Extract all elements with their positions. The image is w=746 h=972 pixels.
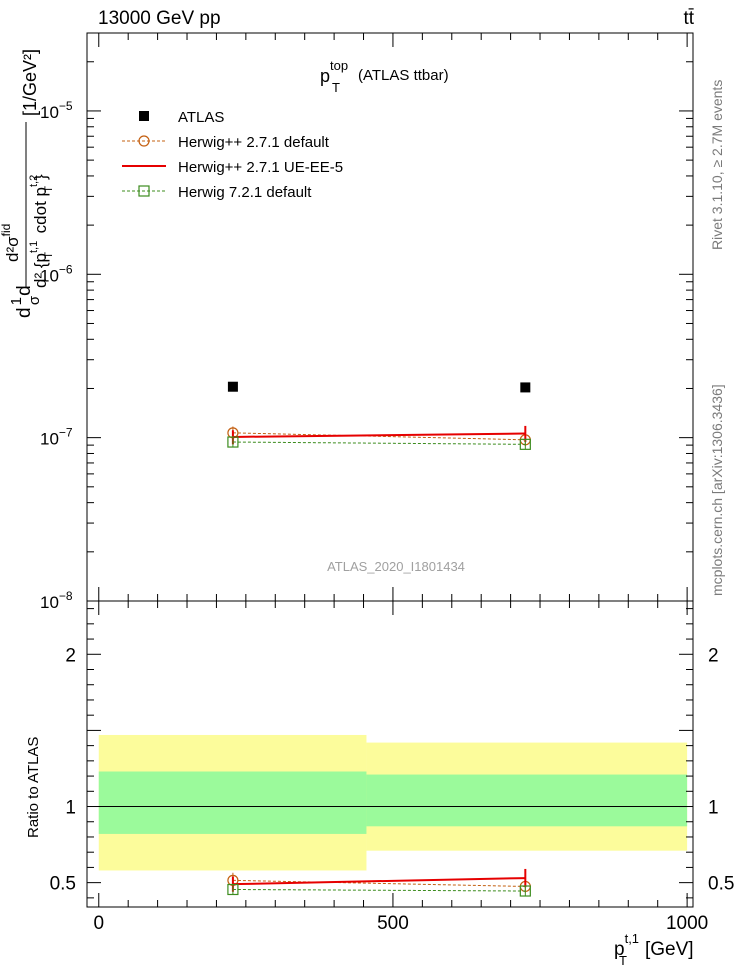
main-ytick-label: 10−5 bbox=[40, 99, 73, 122]
xlabel-sup: t,1 bbox=[625, 931, 639, 946]
ratio-panel: 0.5 0.5 1 1 2 2 0 500 1000 Ratio to ATLAS pt,1 T [… bbox=[25, 600, 734, 968]
ylabel-den-close: } bbox=[31, 174, 50, 180]
xlabel-main: p bbox=[614, 939, 625, 960]
ratio-xtick-label: 1000 bbox=[666, 913, 708, 934]
ylabel-frac1-num: 1 bbox=[8, 297, 25, 305]
main-ytick-base: 10 bbox=[40, 593, 59, 612]
ratio-line-herwig7 bbox=[232, 888, 526, 892]
main-line-herwig7 bbox=[232, 441, 526, 445]
ylabel-den-sub2: T bbox=[43, 186, 55, 193]
main-line-herwigpp_default bbox=[232, 432, 526, 441]
mcplots-label: mcplots.cern.ch [arXiv:1306.3436] bbox=[709, 384, 725, 596]
plot-title-sub: T bbox=[332, 80, 340, 95]
ylabel-d1: d bbox=[14, 307, 35, 318]
plot-title-suffix: (ATLAS ttbar) bbox=[358, 67, 449, 84]
ratio-axis-ticks: 0.5 0.5 1 1 2 2 0 500 1000 bbox=[50, 601, 734, 934]
legend-marker-atlas bbox=[139, 111, 149, 121]
rivet-label: Rivet 3.1.10, ≥ 2.7M events bbox=[709, 80, 725, 250]
main-series bbox=[227, 381, 531, 450]
plot-title-sup: top bbox=[330, 58, 348, 73]
ylabel-frac2-num-main: d²σ bbox=[3, 236, 22, 262]
ratio-line-herwigpp_default bbox=[232, 879, 526, 887]
ratio-ytick-label-right: 0.5 bbox=[708, 874, 734, 895]
main-ytick-label: 10−7 bbox=[40, 426, 73, 449]
ylabel-unit: [1/GeV²] bbox=[20, 49, 40, 116]
header-energy: 13000 GeV pp bbox=[98, 8, 221, 29]
legend-label-herwigpp-default: Herwig++ 2.7.1 default bbox=[178, 134, 330, 151]
ratio-band-inner bbox=[366, 774, 688, 827]
main-ytick-exp: −7 bbox=[59, 426, 73, 440]
main-panel: 10−810−710−610−5 ptop T (ATLAS ttbar) AT… bbox=[0, 32, 694, 612]
ylabel-den-sub1: T bbox=[43, 252, 55, 259]
ylabel-frac1-den: σ bbox=[26, 295, 43, 305]
xlabel-sub: T bbox=[619, 953, 627, 968]
plot-title: ptop bbox=[320, 58, 348, 86]
legend-marker-herwigpp-default bbox=[138, 135, 150, 147]
ratio-series bbox=[227, 868, 531, 897]
ratio-frame bbox=[86, 600, 694, 908]
main-line-herwigpp_ueee5 bbox=[232, 432, 526, 438]
main-point-atlas bbox=[520, 382, 531, 393]
ylabel-den-mid: cdot p bbox=[31, 187, 50, 238]
ratio-xlabel: pt,1 T [GeV] bbox=[614, 931, 694, 968]
ratio-line-herwigpp_ueee5 bbox=[232, 877, 526, 886]
ratio-band-inner bbox=[98, 771, 367, 834]
main-ytick-base: 10 bbox=[40, 430, 59, 449]
plot-title-main: p bbox=[320, 66, 330, 86]
legend-label-herwig7: Herwig 7.2.1 default bbox=[178, 184, 312, 201]
ylabel-frac2-num: d²σfid bbox=[0, 224, 22, 262]
legend-label-herwigpp-ueee5: Herwig++ 2.7.1 UE-EE-5 bbox=[178, 159, 343, 176]
ratio-ytick-label-left: 1 bbox=[65, 798, 76, 819]
ratio-marker-herwig7 bbox=[519, 885, 531, 897]
ylabel-d2: d bbox=[14, 285, 35, 296]
main-ytick-label: 10−8 bbox=[40, 589, 73, 612]
main-ylabel-text: d1σd bbox=[8, 285, 43, 318]
main-ytick-exp: −8 bbox=[59, 589, 73, 603]
main-ylabel: d1σd d²σfid d² {pt,1T cdot pt,2T} [1/GeV… bbox=[0, 49, 55, 318]
ratio-ylabel: Ratio to ATLAS bbox=[25, 737, 42, 838]
ratio-ytick-label-right: 2 bbox=[708, 645, 719, 666]
main-ytick-base: 10 bbox=[40, 103, 59, 122]
analysis-watermark: ATLAS_2020_I1801434 bbox=[327, 559, 465, 574]
ratio-ytick-label-right: 1 bbox=[708, 798, 719, 819]
main-point-atlas bbox=[227, 381, 238, 392]
ratio-xtick-label: 500 bbox=[377, 913, 409, 934]
legend-marker-herwig7 bbox=[138, 185, 150, 197]
ratio-ytick-label-left: 2 bbox=[65, 645, 76, 666]
legend: ATLAS Herwig++ 2.7.1 default Herwig++ 2.… bbox=[122, 109, 343, 201]
legend-label-atlas: ATLAS bbox=[178, 109, 224, 126]
main-marker-herwig7 bbox=[519, 438, 531, 450]
main-ytick-exp: −5 bbox=[59, 99, 73, 113]
ylabel-frac2-num-sup: fid bbox=[0, 224, 13, 237]
ratio-bands bbox=[98, 734, 688, 871]
header-process: tt̄ bbox=[683, 8, 694, 29]
main-ytick-base: 10 bbox=[40, 266, 59, 285]
ylabel-den-sup2: t,2 bbox=[28, 175, 40, 187]
main-marker-herwig7 bbox=[227, 436, 239, 448]
ylabel-frac2-den: d² {pt,1T cdot pt,2T} bbox=[28, 174, 55, 288]
main-axis-ticks: 10−810−710−610−5 bbox=[40, 33, 693, 612]
ratio-xtick-label: 0 bbox=[93, 913, 104, 934]
xlabel-unit: [GeV] bbox=[645, 939, 694, 960]
ratio-ytick-label-left: 0.5 bbox=[50, 874, 76, 895]
ylabel-den-sup1: t,1 bbox=[28, 241, 40, 253]
main-ytick-label: 10−6 bbox=[40, 262, 73, 285]
ylabel-den-a: d² {p bbox=[31, 253, 50, 288]
ratio-marker-herwig7 bbox=[227, 883, 239, 896]
main-ytick-exp: −6 bbox=[59, 262, 73, 276]
